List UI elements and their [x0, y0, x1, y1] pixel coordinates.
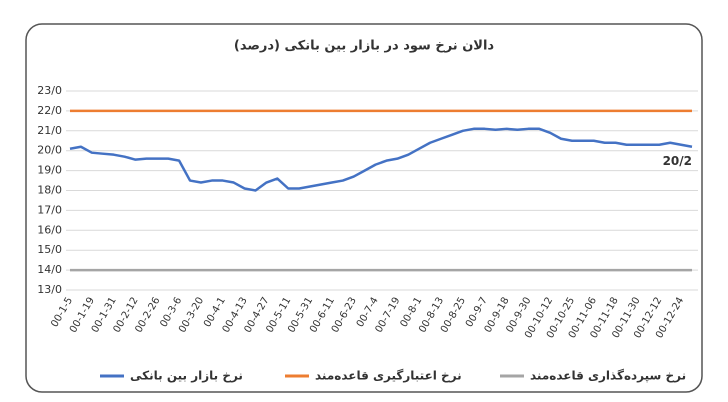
legend-label: نرخ اعتبارگیری قاعده‌مند	[315, 369, 462, 383]
y-tick-label: 23/0	[37, 84, 62, 97]
series-line	[69, 127, 693, 192]
y-tick-label: 14/0	[37, 263, 62, 276]
chart-frame	[25, 23, 703, 393]
y-tick-label: 21/0	[37, 124, 62, 137]
y-tick-label: 20/0	[37, 144, 62, 157]
y-tick-label: 13/0	[37, 283, 62, 296]
data-label: 20/2	[663, 154, 692, 168]
y-tick-label: 15/0	[37, 243, 62, 256]
y-tick-label: 18/0	[37, 184, 62, 197]
legend-label: نرخ بازار بین بانکی	[130, 369, 243, 383]
chart-title: دالان نرخ سود در بازار بین بانکی (درصد)	[234, 39, 495, 54]
y-tick-label: 16/0	[37, 223, 62, 236]
y-tick-label: 17/0	[37, 203, 62, 216]
y-tick-label: 19/0	[37, 164, 62, 177]
legend-label: نرخ سپرده‌گذاری قاعده‌مند	[530, 369, 686, 383]
y-tick-label: 22/0	[37, 104, 62, 117]
